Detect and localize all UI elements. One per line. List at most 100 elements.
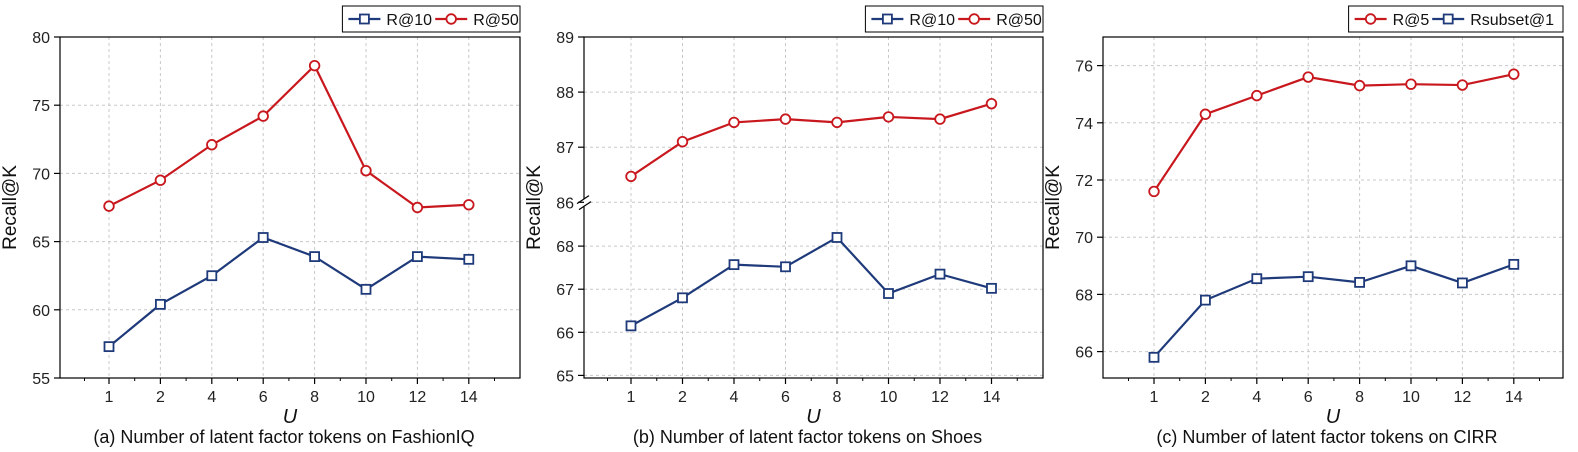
series-R@10 (625, 232, 997, 332)
data-point (206, 270, 218, 282)
y-tick-label: 75 (32, 98, 50, 115)
x-tick-label: 10 (1402, 389, 1420, 406)
x-axis-label: U (806, 406, 821, 428)
x-axis-label: U (1326, 406, 1341, 428)
data-point (257, 110, 269, 122)
y-axis-label: Recall@K (524, 165, 545, 250)
y-tick-label: 80 (32, 30, 50, 47)
x-tick-label: 12 (1454, 389, 1472, 406)
x-tick-label: 2 (1201, 389, 1210, 406)
legend: R@5 Rsubset@1 (1348, 5, 1564, 33)
data-point (360, 283, 372, 295)
data-point (1148, 185, 1160, 198)
legend-marker (882, 13, 893, 25)
x-tick-label: 8 (833, 389, 842, 406)
x-tick-label: 4 (730, 389, 739, 406)
data-point (1302, 271, 1314, 283)
x-tick-label: 1 (1150, 389, 1159, 406)
plot-area (1103, 37, 1563, 378)
data-point (411, 251, 423, 263)
data-point (676, 135, 689, 148)
series-R@10 (103, 232, 475, 353)
data-point (625, 170, 637, 183)
x-tick-label: 8 (310, 389, 319, 406)
y-tick-label: 68 (556, 239, 574, 256)
x-tick-label: 1 (105, 389, 114, 406)
y-tick-label: 74 (1075, 116, 1093, 133)
legend-label: Rsubset@1 (1470, 12, 1554, 29)
x-tick-label: 2 (678, 389, 687, 406)
x-tick-label: 2 (156, 389, 165, 406)
data-point (1457, 277, 1468, 289)
chart-caption: (b) Number of latent factor tokens on Sh… (633, 427, 982, 447)
y-tick-label: 88 (556, 85, 574, 102)
x-tick-label: 14 (460, 389, 478, 406)
legend-label: R@50 (996, 12, 1042, 29)
data-point (831, 116, 843, 129)
x-tick-label: 10 (357, 389, 375, 406)
data-point (154, 298, 166, 310)
series-line (1153, 263, 1515, 359)
legend-label: R@10 (386, 12, 432, 29)
axis-break-mark (578, 201, 592, 211)
data-point (1251, 273, 1263, 285)
data-point (934, 113, 946, 125)
x-tick-label: 14 (983, 389, 1001, 406)
y-tick-label: 65 (556, 368, 574, 385)
legend-marker (1442, 13, 1454, 25)
x-tick-label: 8 (1355, 389, 1364, 406)
y-tick-label: 67 (556, 282, 574, 299)
y-tick-label: 65 (32, 235, 50, 252)
chart-caption: (a) Number of latent factor tokens on Fa… (93, 427, 474, 447)
legend-marker (445, 13, 457, 25)
data-point (1508, 68, 1520, 80)
y-tick-label: 60 (32, 303, 50, 320)
legend-marker (968, 13, 980, 25)
y-tick-label: 70 (1075, 230, 1093, 247)
x-tick-label: 6 (1304, 389, 1313, 406)
data-point (103, 341, 115, 353)
data-point (883, 288, 894, 299)
series-R@5 (1148, 68, 1520, 198)
x-tick-label: 10 (880, 389, 898, 406)
data-point (780, 261, 791, 273)
data-point (463, 199, 475, 211)
data-point (728, 116, 740, 129)
data-point (1456, 79, 1469, 91)
plot-frame (59, 36, 521, 379)
x-tick-label: 1 (627, 389, 636, 406)
y-tick-label: 66 (556, 325, 574, 342)
y-tick-label: 70 (32, 166, 50, 183)
data-point (677, 292, 688, 304)
data-point (882, 111, 895, 123)
data-point (257, 232, 269, 243)
plot-area (584, 37, 1043, 378)
data-point (1354, 276, 1365, 288)
x-tick-label: 6 (781, 389, 790, 406)
legend-label: R@10 (909, 12, 955, 29)
data-point (308, 59, 321, 72)
y-tick-label: 76 (1075, 59, 1093, 76)
data-point (103, 200, 115, 212)
series-R@50 (625, 97, 998, 183)
legend-marker (1364, 13, 1377, 25)
y-tick-label: 89 (556, 30, 574, 47)
data-point (154, 174, 167, 186)
x-tick-label: 12 (931, 389, 949, 406)
y-tick-label: 66 (1075, 345, 1093, 362)
data-point (463, 253, 475, 265)
x-axis-label: U (283, 406, 298, 428)
legend-label: R@5 (1393, 12, 1430, 29)
data-point (1353, 79, 1366, 92)
series-line (1153, 73, 1515, 193)
data-point (1405, 78, 1417, 90)
data-point (625, 320, 637, 332)
x-tick-label: 14 (1505, 389, 1523, 406)
y-tick-label: 55 (32, 371, 50, 388)
series-line (108, 236, 469, 348)
plot-frame (1102, 36, 1564, 379)
x-tick-label: 4 (1252, 389, 1261, 406)
